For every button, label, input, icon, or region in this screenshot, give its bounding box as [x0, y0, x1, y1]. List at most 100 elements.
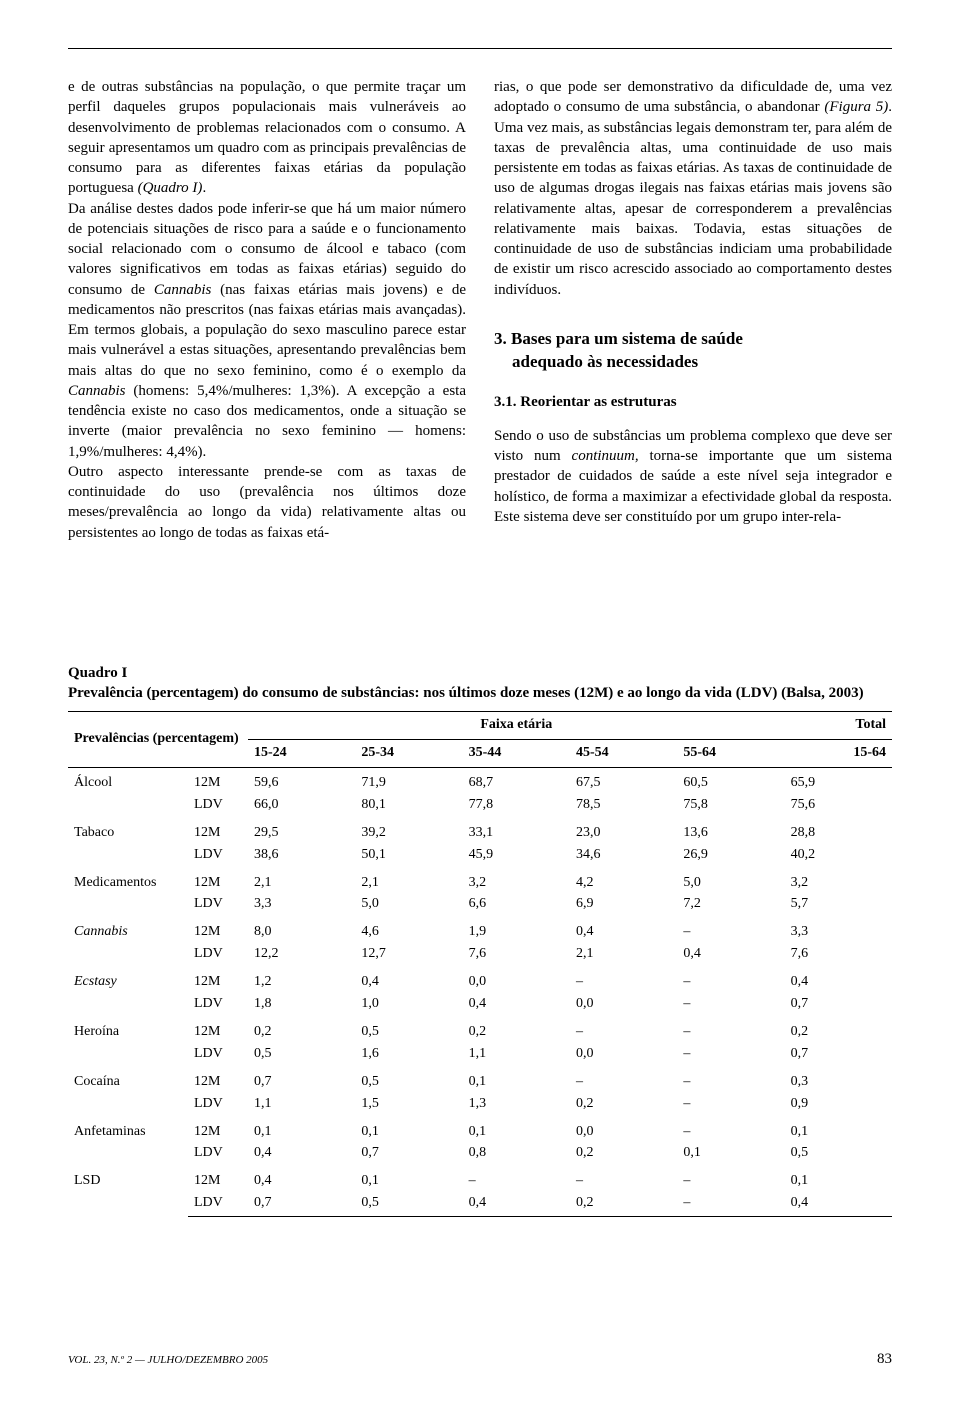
- substance-name: Heroína: [68, 1017, 188, 1067]
- table-cell: 0,1: [785, 1117, 892, 1145]
- table-cell: 34,6: [570, 846, 677, 868]
- table-cell: 0,7: [355, 1144, 462, 1166]
- table-cell: 3,3: [785, 917, 892, 945]
- table-row: Medicamentos12M2,12,13,24,25,03,2: [68, 868, 892, 896]
- table-cell: 45,9: [463, 846, 570, 868]
- table-cell: 6,6: [463, 895, 570, 917]
- table-cell: 0,0: [570, 1045, 677, 1067]
- total-header: Total: [785, 712, 892, 740]
- measure-label: LDV: [188, 1144, 248, 1166]
- table-cell: 0,3: [785, 1067, 892, 1095]
- table-cell: 0,1: [785, 1166, 892, 1194]
- top-rule: [68, 48, 892, 49]
- table-cell: 1,2: [248, 967, 355, 995]
- age-header-15-64: 15-64: [785, 740, 892, 768]
- table-cell: 7,2: [677, 895, 784, 917]
- table-cell: 4,2: [570, 868, 677, 896]
- table-cell: 66,0: [248, 796, 355, 818]
- substance-name: Anfetaminas: [68, 1117, 188, 1167]
- table-cell: –: [677, 1067, 784, 1095]
- table-cell: 75,6: [785, 796, 892, 818]
- table-cell: 0,4: [570, 917, 677, 945]
- footer-page-number: 83: [877, 1349, 892, 1369]
- right-column: rias, o que pode ser demonstrativo da di…: [494, 77, 892, 543]
- table-caption-rest: Prevalência (percentagem) do consumo de …: [68, 685, 864, 701]
- table-row: LDV3,35,06,66,97,25,7: [68, 895, 892, 917]
- table-cell: 0,2: [570, 1194, 677, 1216]
- row-header-label: Prevalências (percentagem): [68, 712, 248, 768]
- table-cell: 0,4: [463, 995, 570, 1017]
- table-row: Tabaco12M29,539,233,123,013,628,8: [68, 818, 892, 846]
- table-cell: 0,2: [248, 1017, 355, 1045]
- table-cell: 0,2: [570, 1095, 677, 1117]
- table-row: Heroína12M0,20,50,2––0,2: [68, 1017, 892, 1045]
- table-cell: 75,8: [677, 796, 784, 818]
- table-cell: 39,2: [355, 818, 462, 846]
- table-row: Cannabis12M8,04,61,90,4–3,3: [68, 917, 892, 945]
- table-cell: 7,6: [463, 945, 570, 967]
- table-body: Álcool12M59,671,968,767,560,565,9LDV66,0…: [68, 768, 892, 1217]
- table-row: LDV12,212,77,62,10,47,6: [68, 945, 892, 967]
- table-cell: 0,5: [785, 1144, 892, 1166]
- table-cell: 33,1: [463, 818, 570, 846]
- table-caption: Quadro I Prevalência (percentagem) do co…: [68, 663, 892, 704]
- left-column: e de outras substâncias na população, o …: [68, 77, 466, 543]
- table-cell: 1,0: [355, 995, 462, 1017]
- table-cell: –: [677, 995, 784, 1017]
- table-cell: 65,9: [785, 768, 892, 796]
- table-row: Ecstasy12M1,20,40,0––0,4: [68, 967, 892, 995]
- quadro-i-block: Quadro I Prevalência (percentagem) do co…: [68, 663, 892, 1217]
- measure-label: LDV: [188, 796, 248, 818]
- table-cell: 6,9: [570, 895, 677, 917]
- table-row: Cocaína12M0,70,50,1––0,3: [68, 1067, 892, 1095]
- table-cell: 0,2: [785, 1017, 892, 1045]
- table-row: LDV66,080,177,878,575,875,6: [68, 796, 892, 818]
- section-3-title-line1: 3. Bases para um sistema de saúde: [494, 329, 743, 348]
- table-cell: 3,3: [248, 895, 355, 917]
- table-cell: 1,3: [463, 1095, 570, 1117]
- table-row: Anfetaminas12M0,10,10,10,0–0,1: [68, 1117, 892, 1145]
- table-cell: 23,0: [570, 818, 677, 846]
- table-cell: 1,8: [248, 995, 355, 1017]
- table-cell: –: [677, 1045, 784, 1067]
- table-cell: 3,2: [463, 868, 570, 896]
- table-cell: 0,9: [785, 1095, 892, 1117]
- table-cell: 0,4: [248, 1144, 355, 1166]
- measure-label: 12M: [188, 967, 248, 995]
- table-cell: 2,1: [570, 945, 677, 967]
- measure-label: LDV: [188, 945, 248, 967]
- age-header-25-34: 25-34: [355, 740, 462, 768]
- table-cell: 29,5: [248, 818, 355, 846]
- table-cell: 5,0: [677, 868, 784, 896]
- table-cell: 0,4: [463, 1194, 570, 1216]
- table-cell: 1,5: [355, 1095, 462, 1117]
- table-cell: 0,1: [463, 1117, 570, 1145]
- table-cell: 5,0: [355, 895, 462, 917]
- table-cell: 68,7: [463, 768, 570, 796]
- table-cell: –: [570, 1067, 677, 1095]
- measure-label: 12M: [188, 818, 248, 846]
- table-row: LDV38,650,145,934,626,940,2: [68, 846, 892, 868]
- substance-name: Ecstasy: [68, 967, 188, 1017]
- table-cell: 28,8: [785, 818, 892, 846]
- table-row: LDV1,81,00,40,0–0,7: [68, 995, 892, 1017]
- table-cell: 0,4: [785, 1194, 892, 1216]
- measure-label: LDV: [188, 1045, 248, 1067]
- section-3-title-line2: adequado às necessidades: [494, 351, 892, 374]
- table-cell: 77,8: [463, 796, 570, 818]
- section-3-1-title: 3.1. Reorientar as estruturas: [494, 392, 892, 412]
- table-cell: 13,6: [677, 818, 784, 846]
- measure-label: 12M: [188, 1166, 248, 1194]
- table-cell: 0,0: [463, 967, 570, 995]
- table-cell: 2,1: [248, 868, 355, 896]
- table-cell: 1,6: [355, 1045, 462, 1067]
- substance-name: Medicamentos: [68, 868, 188, 918]
- table-cell: –: [677, 1194, 784, 1216]
- table-cell: –: [677, 917, 784, 945]
- section-3-title: 3. Bases para um sistema de saúde adequa…: [494, 328, 892, 374]
- table-cell: 0,0: [570, 1117, 677, 1145]
- prevalence-table: Prevalências (percentagem) Faixa etária …: [68, 711, 892, 1217]
- age-header-45-54: 45-54: [570, 740, 677, 768]
- table-row: LSD12M0,40,1–––0,1: [68, 1166, 892, 1194]
- table-cell: 71,9: [355, 768, 462, 796]
